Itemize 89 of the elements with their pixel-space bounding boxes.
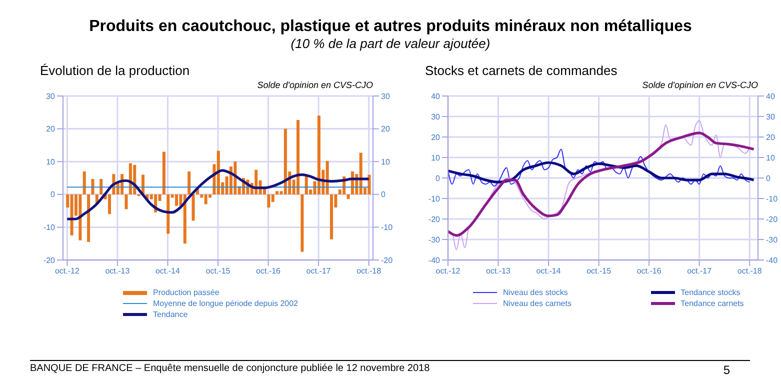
bar — [82, 171, 86, 194]
bar — [284, 128, 287, 194]
x-tick-label: oct.-12 — [436, 266, 461, 276]
x-tick-label: oct.-18 — [737, 266, 762, 276]
x-tick-label: oct.-16 — [256, 266, 282, 276]
bar — [91, 178, 94, 194]
y2-tick-label: 10 — [381, 157, 390, 166]
bar — [317, 116, 320, 194]
bar — [300, 194, 304, 252]
chart-title: Évolution de la production — [40, 63, 191, 78]
legend-label: Tendance — [153, 310, 188, 319]
y-tick-label: 20 — [431, 132, 441, 142]
y-tick-label: 20 — [46, 124, 56, 134]
line-series — [448, 132, 756, 237]
bar — [100, 178, 103, 194]
x-tick-label: oct.-14 — [155, 266, 181, 276]
legend-label: Niveau des carnets — [503, 299, 572, 308]
bar — [70, 194, 74, 236]
bar — [216, 150, 220, 194]
y-tick-label: 10 — [46, 157, 56, 166]
text: Produits en caoutchouc, plastique et autres produits minéraux non métalliques — [88, 18, 693, 36]
y2-tick-label: -30 — [766, 235, 778, 244]
text: BANQUE DE FRANCE – Enquête mensuelle de conjoncture publiée le 12 novembre 2018 — [30, 363, 430, 376]
x-tick-label: oct.-17 — [306, 266, 332, 276]
legend-label: Niveau des stocks — [503, 288, 568, 297]
y-tick-label: -20 — [428, 214, 441, 224]
bar — [368, 174, 371, 194]
bar — [188, 171, 191, 194]
text: 5 — [723, 363, 730, 377]
y-tick-label: 30 — [431, 112, 441, 122]
chart-subtitle: Solde d'opinion en CVS-CJO — [256, 80, 373, 90]
bar — [87, 194, 90, 242]
y2-tick-label: -40 — [766, 256, 778, 265]
bar — [183, 194, 186, 244]
y-tick-label: 40 — [431, 92, 441, 101]
x-tick-label: oct.-17 — [687, 266, 712, 276]
y2-tick-label: -10 — [766, 194, 778, 204]
legend-label: Moyenne de longue période depuis 2002 — [153, 299, 298, 308]
legend-label: Tendance carnets — [680, 299, 744, 308]
y2-tick-label: 10 — [766, 153, 776, 162]
y2-tick-label: 20 — [766, 132, 776, 142]
bar — [346, 194, 350, 199]
x-tick-label: oct.-16 — [636, 266, 662, 276]
y-tick-label: -10 — [43, 223, 56, 232]
y2-tick-label: -20 — [381, 256, 394, 265]
bar — [192, 194, 195, 221]
x-tick-label: oct.-12 — [54, 266, 80, 276]
line-series — [66, 169, 370, 220]
bar — [175, 194, 178, 206]
bar — [276, 191, 279, 194]
x-tick-label: oct.-15 — [586, 266, 612, 276]
y2-tick-label: 40 — [766, 92, 776, 101]
y-tick-label: -40 — [428, 256, 441, 265]
bar — [296, 120, 300, 194]
bar — [124, 194, 128, 210]
y2-tick-label: -10 — [381, 223, 394, 232]
x-tick-label: oct.-18 — [356, 266, 382, 276]
y2-tick-label: 0 — [381, 190, 386, 200]
bar — [78, 194, 82, 240]
y2-tick-label: 20 — [381, 124, 390, 134]
bar — [330, 194, 334, 240]
y-tick-label: 10 — [431, 153, 441, 162]
y-tick-label: 30 — [46, 92, 56, 101]
y2-tick-label: 0 — [766, 174, 771, 183]
x-tick-label: oct.-15 — [206, 266, 231, 276]
y-tick-label: -10 — [428, 194, 441, 204]
y2-tick-label: 30 — [381, 92, 390, 101]
x-tick-label: oct.-14 — [536, 266, 562, 276]
chart-subtitle: Solde d'opinion en CVS-CJO — [641, 80, 758, 90]
bar — [162, 152, 166, 194]
line-series — [448, 148, 750, 187]
y2-tick-label: -20 — [766, 214, 778, 224]
line-series — [448, 161, 756, 184]
chart-title: Stocks et carnets de commandes — [425, 63, 618, 78]
y-tick-label: -20 — [43, 256, 56, 265]
x-tick-label: oct.-13 — [105, 266, 130, 276]
bar — [267, 194, 270, 208]
legend-label: Production passée — [153, 288, 220, 297]
bar — [359, 152, 362, 194]
text: (10 % de la part de valeur ajoutée) — [290, 36, 492, 51]
bar — [108, 194, 111, 214]
bar — [204, 194, 208, 204]
y-tick-label: 0 — [436, 174, 441, 183]
x-tick-label: oct.-13 — [486, 266, 512, 276]
legend-label: Tendance stocks — [680, 288, 740, 297]
y2-tick-label: 30 — [766, 112, 776, 122]
y-tick-label: 0 — [50, 190, 56, 200]
bar — [166, 194, 170, 234]
y-tick-label: -30 — [428, 235, 441, 244]
